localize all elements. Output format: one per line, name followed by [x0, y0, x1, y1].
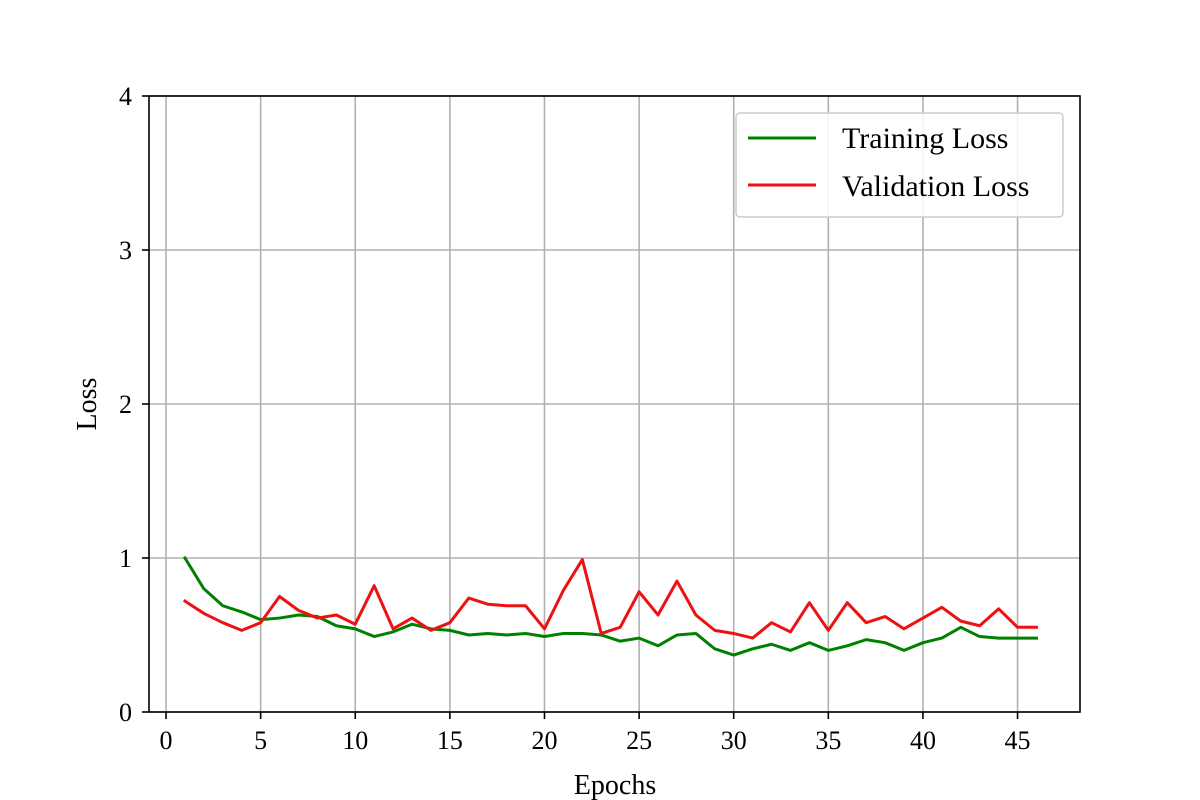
y-tick-label: 0 [119, 698, 132, 727]
y-tick-label: 4 [119, 82, 132, 111]
x-tick-label: 0 [160, 726, 173, 755]
y-tick-label: 1 [119, 544, 132, 573]
legend-label-validation: Validation Loss [842, 170, 1030, 203]
x-tick-label: 30 [721, 726, 747, 755]
y-axis-title: Loss [72, 378, 103, 431]
axis-ticks: 0 5 10 15 20 25 30 35 40 45 0 1 2 3 4 [119, 82, 1031, 755]
x-tick-label: 40 [910, 726, 936, 755]
x-tick-label: 20 [531, 726, 557, 755]
series-line-training-loss [182, 555, 1038, 657]
legend: Training Loss Validation Loss [735, 112, 1064, 218]
legend-box [735, 112, 1064, 218]
x-tick-label: 35 [815, 726, 841, 755]
series-line-validation-loss [182, 558, 1038, 640]
x-tick-label: 15 [437, 726, 463, 755]
series-lines [182, 555, 1038, 657]
x-tick-label: 5 [254, 726, 267, 755]
x-axis-title: Epochs [574, 770, 656, 800]
x-tick-label: 25 [626, 726, 652, 755]
x-tick-label: 10 [342, 726, 368, 755]
y-tick-label: 2 [119, 390, 132, 419]
legend-label-training: Training Loss [842, 122, 1008, 155]
x-tick-label: 45 [1005, 726, 1031, 755]
y-tick-label: 3 [119, 236, 132, 265]
